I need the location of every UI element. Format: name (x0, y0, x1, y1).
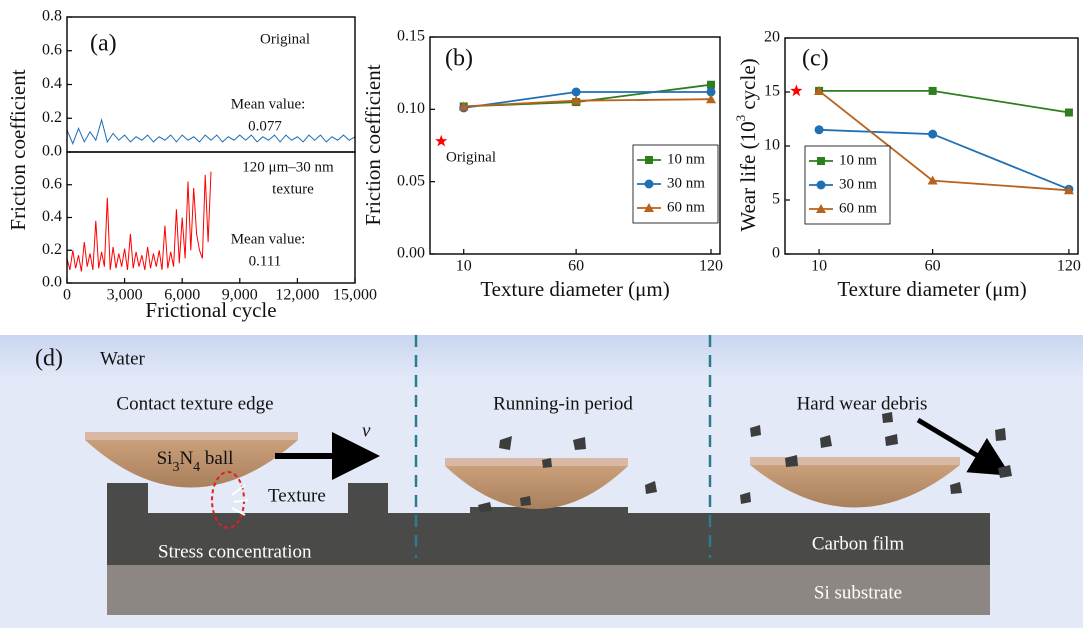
substrate-label: Si substrate (814, 582, 902, 603)
stress-label: Stress concentration (158, 541, 312, 562)
series-line (67, 120, 355, 144)
ball-label-part: ball (200, 448, 233, 469)
x-tick-label: 10 (456, 258, 472, 275)
y-tick-label: 0.2 (42, 109, 62, 126)
legend-marker (645, 156, 653, 164)
legend-label: 60 nm (839, 200, 877, 216)
series-line (819, 91, 1069, 113)
diagram: (d) Water Contact texture edge Si3N4 bal… (0, 335, 1083, 628)
panel-title: texture (272, 181, 314, 197)
y-tick-label: 0.2 (42, 241, 62, 258)
water-label: Water (100, 348, 146, 369)
ball-label-sub: 3 (172, 460, 179, 475)
y-tick-label: 0.0 (42, 274, 62, 291)
panel-label: (d) (35, 346, 63, 372)
legend-label: 10 nm (667, 151, 705, 167)
x-tick-label: 9,000 (222, 287, 258, 304)
y-tick-label: 0.05 (397, 172, 425, 189)
point (815, 125, 824, 134)
y-tick-label: 5 (772, 191, 780, 208)
ball-top (85, 432, 298, 440)
series-line (67, 172, 211, 272)
ball-label-part: N (179, 448, 193, 469)
y-tick-label: 10 (764, 137, 780, 154)
reference-point (435, 135, 447, 147)
x-tick-label: 10 (811, 258, 827, 275)
legend-marker (645, 180, 654, 189)
reference-label: Original (446, 149, 496, 165)
y-tick-label: 0.0 (42, 143, 62, 160)
mean-label: Mean value: (231, 96, 306, 112)
y-axis-label: Friction coefficient (6, 69, 30, 230)
mean-value: 0.111 (249, 253, 282, 269)
point (929, 87, 937, 95)
y-tick-label: 0.4 (42, 208, 62, 225)
y-tick-label: 15 (764, 83, 780, 100)
x-tick-label: 6,000 (164, 287, 200, 304)
panel-label: (c) (802, 46, 829, 72)
x-tick-label: 120 (1057, 258, 1081, 275)
legend-label: 10 nm (839, 152, 877, 168)
texture-label: Texture (268, 485, 326, 506)
mean-value: 0.077 (248, 118, 282, 134)
legend-marker (817, 181, 826, 190)
y-tick-label: 0.8 (42, 8, 62, 25)
y-tick-label: 0.6 (42, 41, 62, 58)
carbon-film-label: Carbon film (812, 533, 905, 554)
y-tick-label: 0.4 (42, 75, 62, 92)
running-in-label: Running-in period (493, 393, 633, 414)
y-axis-label: Wear life (103 cycle) (733, 58, 759, 231)
ball-label-sub: 4 (193, 460, 200, 475)
y-tick-label: 0.00 (397, 245, 425, 262)
debris-label: Hard wear debris (797, 393, 928, 414)
mean-label: Mean value: (231, 231, 306, 247)
legend-label: 60 nm (667, 199, 705, 215)
x-axis-label: Texture diameter (μm) (837, 277, 1026, 301)
ball-label-part: Si (157, 448, 173, 469)
x-tick-label: 3,000 (107, 287, 143, 304)
point (928, 130, 937, 139)
x-tick-label: 0 (63, 287, 71, 304)
figure: (d) Water Contact texture edge Si3N4 bal… (0, 0, 1083, 628)
legend-label: 30 nm (839, 176, 877, 192)
panel-title: 120 μm–30 nm (242, 159, 334, 175)
x-tick-label: 120 (699, 258, 723, 275)
ball-top (445, 458, 628, 466)
y-axis-label: Friction coefficient (361, 64, 385, 225)
x-tick-label: 60 (925, 258, 941, 275)
x-tick-label: 15,000 (333, 287, 377, 304)
x-axis-label: Texture diameter (μm) (480, 277, 669, 301)
ball-top (750, 457, 960, 465)
legend-label: 30 nm (667, 175, 705, 191)
y-label-part: Wear life (10 (736, 121, 760, 231)
panel-label: (b) (445, 46, 473, 72)
point (572, 87, 581, 96)
y-tick-label: 20 (764, 29, 780, 46)
panel-title: Original (260, 31, 310, 47)
legend-marker (817, 157, 825, 165)
water-surface (0, 335, 1083, 380)
x-tick-label: 60 (568, 258, 584, 275)
point (1065, 109, 1073, 117)
panel-label: (a) (90, 31, 117, 57)
y-tick-label: 0.10 (397, 100, 425, 117)
y-label-part: cycle) (736, 58, 760, 115)
contact-label: Contact texture edge (116, 393, 273, 414)
velocity-label: v (362, 420, 371, 441)
y-tick-label: 0 (772, 245, 780, 262)
y-tick-label: 0.15 (397, 28, 425, 45)
reference-point (790, 84, 802, 96)
y-tick-label: 0.6 (42, 175, 62, 192)
x-tick-label: 12,000 (275, 287, 319, 304)
